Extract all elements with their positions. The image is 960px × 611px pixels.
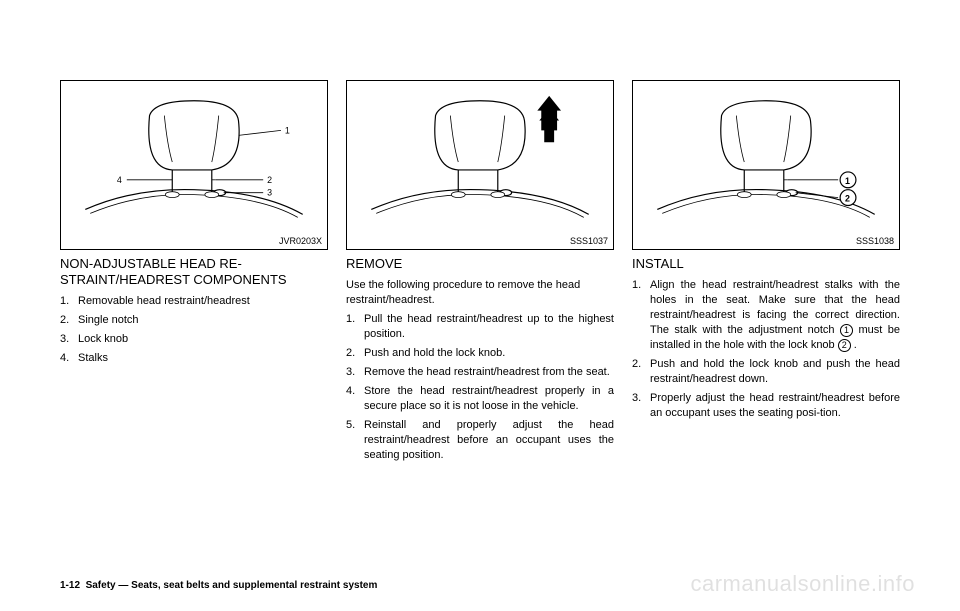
knob-icon: 2	[838, 339, 851, 352]
figure-3: 1 2 SSS1038	[632, 80, 900, 250]
comp-item-4: Stalks	[78, 351, 328, 366]
remove-intro: Use the following procedure to remove th…	[346, 278, 614, 308]
headrest-diagram-3: 1 2	[633, 81, 899, 249]
remove-item-4: Store the head restraint/headrest proper…	[364, 384, 614, 414]
remove-item-1: Pull the head restraint/headrest up to t…	[364, 312, 614, 342]
remove-list: 1.Pull the head restraint/headrest up to…	[346, 312, 614, 463]
circ-label-1: 1	[845, 176, 850, 186]
heading-remove: REMOVE	[346, 256, 614, 272]
label-4: 4	[117, 175, 122, 185]
heading-components: NON-ADJUSTABLE HEAD RE-STRAINT/HEADREST …	[60, 256, 328, 288]
remove-item-3: Remove the head restraint/headrest from …	[364, 365, 614, 380]
label-2: 2	[267, 175, 272, 185]
headrest-diagram-1: 1 2 3 4	[61, 81, 327, 249]
label-1: 1	[285, 125, 290, 135]
comp-item-1: Removable head restraint/headrest	[78, 294, 328, 309]
remove-item-2: Push and hold the lock knob.	[364, 346, 614, 361]
page-number: 1-12	[60, 580, 80, 591]
headrest-diagram-2	[347, 81, 613, 249]
column-2: SSS1037 REMOVE Use the following procedu…	[346, 80, 614, 467]
label-3: 3	[267, 188, 272, 198]
figure-code-1: JVR0203X	[279, 236, 322, 246]
remove-item-5: Reinstall and properly adjust the head r…	[364, 418, 614, 463]
notch-icon: 1	[840, 324, 853, 337]
column-3: 1 2 SSS1038 INSTALL 1.Align the head res…	[632, 80, 900, 467]
comp-item-2: Single notch	[78, 313, 328, 328]
circ-label-2: 2	[845, 194, 850, 204]
install-item-2: Push and hold the lock knob and push the…	[650, 357, 900, 387]
figure-code-2: SSS1037	[570, 236, 608, 246]
figure-2: SSS1037	[346, 80, 614, 250]
figure-code-3: SSS1038	[856, 236, 894, 246]
install-item-3: Properly adjust the head restraint/headr…	[650, 391, 900, 421]
comp-item-3: Lock knob	[78, 332, 328, 347]
column-1: 1 2 3 4 JVR0203X NON-ADJUSTABLE HEAD RE-…	[60, 80, 328, 467]
install-item-1: Align the head restraint/headrest stalks…	[650, 278, 900, 353]
figure-1: 1 2 3 4 JVR0203X	[60, 80, 328, 250]
install-list: 1.Align the head restraint/headrest stal…	[632, 278, 900, 421]
page-footer: 1-12 Safety — Seats, seat belts and supp…	[60, 580, 377, 591]
heading-install: INSTALL	[632, 256, 900, 272]
watermark: carmanualsonline.info	[690, 571, 915, 597]
section-title: Safety — Seats, seat belts and supplemen…	[86, 580, 378, 591]
components-list: 1.Removable head restraint/headrest 2.Si…	[60, 294, 328, 366]
